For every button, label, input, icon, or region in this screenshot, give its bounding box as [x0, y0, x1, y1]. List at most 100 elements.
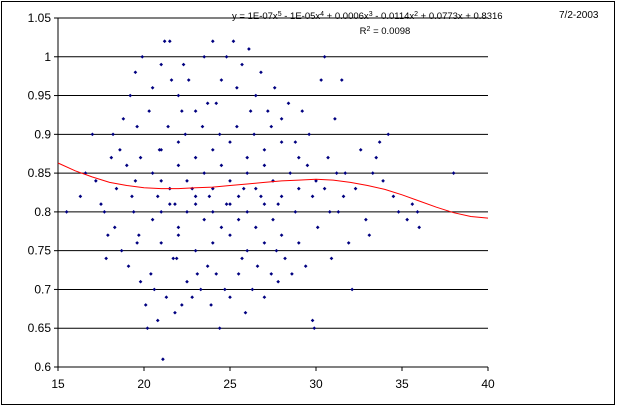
data-point — [296, 241, 301, 245]
data-point — [279, 116, 284, 121]
data-point — [312, 326, 317, 331]
data-point — [310, 194, 315, 199]
data-point — [174, 256, 179, 261]
data-point — [279, 233, 284, 237]
data-point — [202, 217, 207, 222]
data-point — [147, 109, 151, 113]
data-point — [214, 272, 219, 276]
data-point — [78, 194, 83, 199]
data-point — [223, 287, 227, 292]
data-point — [205, 264, 210, 269]
data-point — [135, 124, 139, 129]
data-point — [171, 256, 176, 261]
data-point — [410, 202, 415, 206]
data-point — [262, 295, 267, 300]
x-tick-label: 25 — [223, 377, 237, 391]
data-point — [286, 101, 291, 106]
data-point — [99, 202, 103, 206]
data-point — [130, 194, 134, 199]
data-point — [319, 78, 323, 82]
data-point — [296, 186, 301, 191]
data-point — [159, 210, 164, 214]
x-tick-label: 30 — [309, 377, 323, 391]
trendline-equation: y = 1E-07x5 - 1E-05x4 + 0.0006x3 - 0.011… — [232, 11, 503, 23]
data-point — [112, 225, 117, 230]
data-point — [358, 148, 363, 152]
data-point — [180, 109, 184, 113]
data-point — [293, 140, 298, 144]
data-point — [159, 241, 164, 245]
data-point — [253, 93, 258, 98]
y-tick-label: 0.9 — [34, 127, 51, 141]
data-point — [169, 78, 174, 82]
data-point — [305, 163, 310, 168]
data-point — [228, 233, 232, 237]
data-point — [155, 318, 160, 323]
data-point — [276, 202, 280, 206]
data-point — [231, 39, 236, 44]
y-tick-label: 0.8 — [34, 205, 51, 219]
r-squared-label: R2 = 0.0098 — [360, 26, 411, 38]
data-point — [207, 194, 212, 199]
y-tick-label: 0.85 — [28, 166, 52, 180]
data-point — [307, 132, 311, 137]
data-point — [152, 287, 157, 292]
data-point — [195, 272, 200, 276]
data-point — [245, 155, 250, 160]
data-point — [198, 287, 203, 292]
data-point — [162, 39, 167, 44]
data-point — [217, 326, 222, 331]
date-label: 7/2-2003 — [559, 10, 599, 21]
data-point — [350, 287, 354, 292]
data-point — [329, 256, 334, 261]
data-point — [185, 279, 189, 284]
data-point — [145, 326, 150, 331]
y-tick-label: 0.6 — [34, 360, 51, 374]
data-point — [121, 116, 126, 121]
data-point — [210, 148, 215, 152]
data-point — [326, 155, 330, 160]
data-point — [133, 179, 138, 183]
data-point — [228, 179, 232, 183]
data-point — [128, 93, 133, 98]
data-point — [183, 132, 188, 137]
data-point — [202, 54, 207, 59]
y-tick-label: 1.05 — [28, 11, 52, 25]
data-point — [346, 241, 351, 245]
data-point — [259, 194, 263, 199]
gridlines — [58, 17, 488, 329]
data-point — [396, 210, 401, 214]
data-point — [137, 233, 141, 237]
data-point — [193, 155, 198, 160]
data-point — [150, 171, 155, 175]
data-point — [173, 202, 177, 206]
data-point — [176, 225, 181, 230]
x-tick-label: 40 — [481, 377, 495, 391]
data-point — [200, 124, 205, 129]
y-tick-label: 0.75 — [28, 244, 52, 258]
data-point — [176, 233, 181, 237]
data-point — [240, 62, 244, 67]
trendline — [57, 162, 489, 219]
data-point — [217, 132, 222, 137]
data-point — [150, 85, 155, 90]
data-point — [138, 155, 143, 160]
data-point — [339, 78, 344, 82]
x-axis-ticks: 15 20 25 30 35 40 — [51, 367, 495, 391]
data-point — [159, 62, 164, 67]
data-point — [252, 132, 256, 137]
data-point — [250, 287, 255, 292]
data-point — [210, 241, 215, 245]
data-point — [185, 210, 189, 214]
y-tick-label: 0.65 — [28, 321, 52, 335]
data-point — [209, 303, 213, 307]
data-point — [219, 225, 224, 230]
data-point — [310, 318, 315, 323]
data-point — [245, 210, 250, 214]
x-tick-label: 35 — [395, 377, 409, 391]
data-point — [241, 186, 246, 191]
data-point — [279, 140, 284, 144]
data-point — [262, 148, 267, 152]
data-point — [405, 217, 409, 222]
